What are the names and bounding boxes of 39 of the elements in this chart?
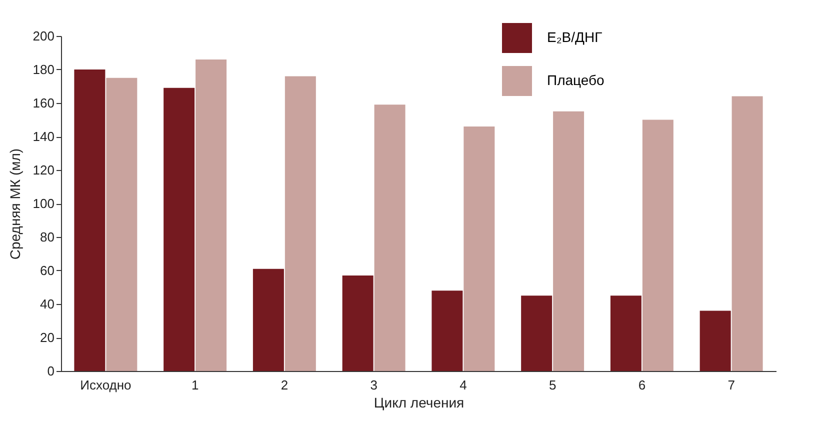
- y-tick-label: 140: [32, 129, 54, 144]
- bar: [196, 59, 227, 371]
- y-axis-title: Средняя МК (мл): [6, 148, 23, 260]
- bar: [732, 96, 763, 371]
- y-tick-label: 100: [32, 196, 54, 211]
- bar: [252, 268, 284, 371]
- x-tick-label: 6: [638, 378, 646, 392]
- x-tick-label: 1: [191, 378, 199, 392]
- y-tick-label: 200: [32, 28, 54, 44]
- bar: [700, 310, 731, 371]
- x-tick-label: 7: [728, 378, 735, 392]
- bar: [610, 296, 642, 371]
- x-tick-label: Исходно: [80, 378, 132, 392]
- x-tick-label: 3: [370, 378, 378, 392]
- y-tick-label: 60: [40, 263, 54, 278]
- y-tick-label: 20: [40, 330, 54, 345]
- x-axis-title: Цикл лечения: [374, 394, 464, 410]
- bar: [432, 290, 463, 371]
- bar: [374, 104, 406, 371]
- bar: [464, 126, 495, 371]
- y-tick-label: 120: [32, 162, 54, 178]
- legend-label: Плацебо: [547, 72, 605, 88]
- bar: [164, 88, 195, 371]
- bar: [106, 78, 138, 371]
- x-tick-label: 4: [460, 378, 467, 392]
- bar: [342, 276, 374, 371]
- legend-label: E₂В/ДНГ: [547, 29, 603, 45]
- y-tick-label: 40: [40, 296, 54, 312]
- bar: [74, 70, 106, 371]
- bar: [553, 111, 584, 371]
- bar: [284, 76, 316, 371]
- y-tick-label: 80: [40, 230, 54, 244]
- y-tick-label: 0: [47, 364, 54, 378]
- x-tick-label: 2: [280, 378, 288, 392]
- y-tick-label: 180: [32, 62, 54, 77]
- bar: [642, 120, 674, 371]
- bar: [521, 296, 552, 371]
- x-tick-label: 5: [548, 378, 556, 392]
- y-tick-label: 160: [32, 96, 54, 110]
